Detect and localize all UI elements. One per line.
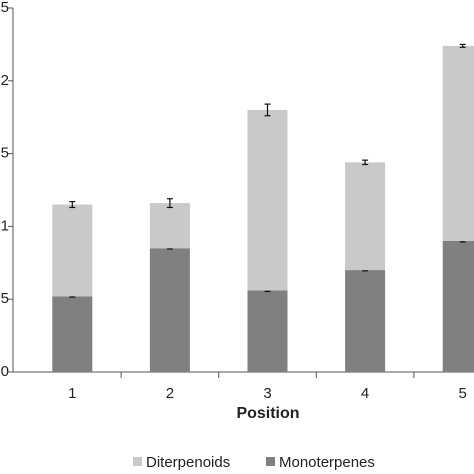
bar-segment (442, 240, 474, 372)
bar-segment (345, 162, 386, 271)
bar-segment (52, 204, 93, 297)
x-tick-label: 3 (263, 385, 271, 402)
y-tick-label: 2.5 (0, 0, 9, 16)
y-tick-label: 2 (1, 72, 9, 89)
bar-segment (247, 290, 288, 372)
bar-segment (149, 248, 190, 372)
legend-swatch (266, 457, 275, 466)
bar-segment (247, 109, 288, 291)
legend-label: Monoterpenes (279, 454, 375, 471)
bar-segment (442, 45, 474, 241)
x-tick-label: 4 (361, 385, 369, 402)
y-tick-label: 1.5 (0, 145, 9, 162)
y-tick-label: 0.5 (0, 290, 9, 307)
x-tick-label: 2 (166, 385, 174, 402)
x-tick-label: 5 (459, 385, 467, 402)
error-bar (166, 198, 173, 209)
y-tick-label: 0 (1, 363, 9, 380)
legend-label: Diterpenoids (146, 454, 230, 471)
bar-segment (345, 270, 386, 372)
x-tick-label: 1 (68, 385, 76, 402)
bar-segment (149, 203, 190, 249)
bar-segment (52, 296, 93, 372)
y-tick-label: 1 (1, 217, 9, 234)
legend-swatch (133, 457, 142, 466)
error-bar (69, 201, 76, 209)
error-bar (264, 103, 271, 117)
x-axis-label: Position (236, 405, 299, 422)
error-bar (459, 43, 466, 48)
error-bar (362, 159, 369, 166)
